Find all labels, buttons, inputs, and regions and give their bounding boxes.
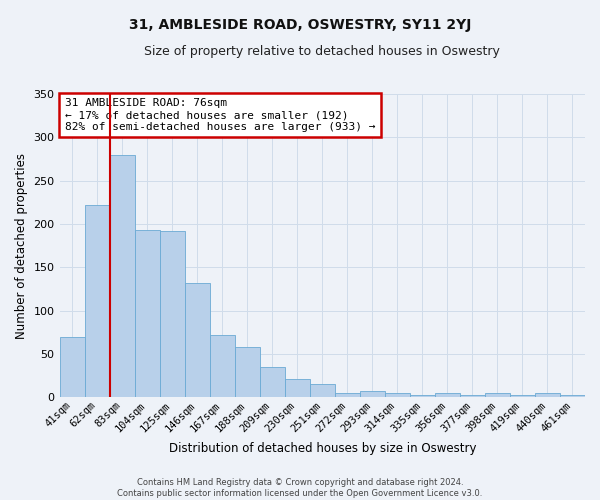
Bar <box>460 394 485 398</box>
Bar <box>110 156 134 398</box>
Text: Contains HM Land Registry data © Crown copyright and database right 2024.
Contai: Contains HM Land Registry data © Crown c… <box>118 478 482 498</box>
Bar <box>360 391 385 398</box>
Bar <box>59 336 85 398</box>
Bar <box>260 367 285 398</box>
Text: 31, AMBLESIDE ROAD, OSWESTRY, SY11 2YJ: 31, AMBLESIDE ROAD, OSWESTRY, SY11 2YJ <box>129 18 471 32</box>
Bar <box>285 379 310 398</box>
Title: Size of property relative to detached houses in Oswestry: Size of property relative to detached ho… <box>145 45 500 58</box>
Bar <box>485 393 510 398</box>
Bar <box>185 283 209 398</box>
Bar <box>535 393 560 398</box>
Bar <box>385 393 410 398</box>
X-axis label: Distribution of detached houses by size in Oswestry: Distribution of detached houses by size … <box>169 442 476 455</box>
Bar <box>335 393 360 398</box>
Bar <box>410 394 435 398</box>
Bar <box>510 394 535 398</box>
Bar <box>160 231 185 398</box>
Text: 31 AMBLESIDE ROAD: 76sqm
← 17% of detached houses are smaller (192)
82% of semi-: 31 AMBLESIDE ROAD: 76sqm ← 17% of detach… <box>65 98 375 132</box>
Bar <box>134 230 160 398</box>
Y-axis label: Number of detached properties: Number of detached properties <box>15 152 28 338</box>
Bar <box>560 394 585 398</box>
Bar <box>85 205 110 398</box>
Bar <box>209 335 235 398</box>
Bar <box>310 384 335 398</box>
Bar <box>435 393 460 398</box>
Bar <box>235 347 260 398</box>
